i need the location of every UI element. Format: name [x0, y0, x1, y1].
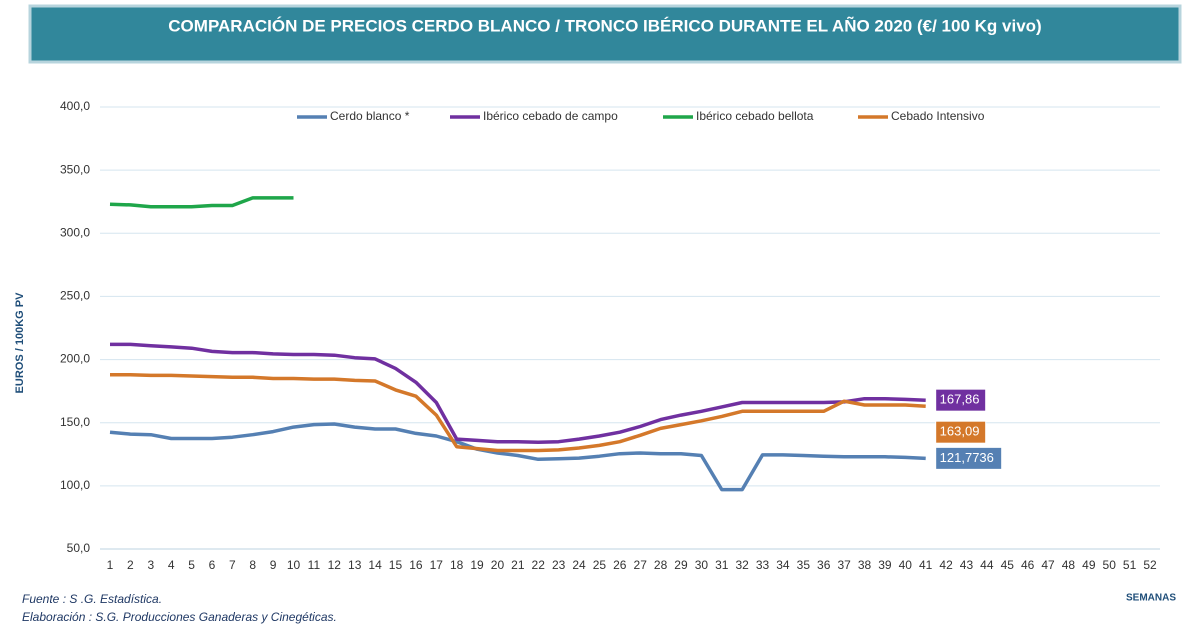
x-tick-label: 10 — [287, 558, 301, 572]
x-tick-label: 35 — [797, 558, 811, 572]
y-tick-label: 400,0 — [60, 99, 90, 113]
x-tick-label: 6 — [209, 558, 216, 572]
x-tick-label: 9 — [270, 558, 277, 572]
chart-title: COMPARACIÓN DE PRECIOS CERDO BLANCO / TR… — [168, 15, 1041, 35]
x-tick-label: 42 — [939, 558, 953, 572]
x-tick-label: 19 — [470, 558, 484, 572]
legend-label: Cerdo blanco * — [330, 109, 410, 123]
x-tick-label: 44 — [980, 558, 994, 572]
value-label-box — [935, 420, 987, 444]
x-tick-label: 46 — [1021, 558, 1035, 572]
series-line — [109, 196, 294, 209]
x-tick-label: 5 — [188, 558, 195, 572]
x-tick-label: 25 — [593, 558, 607, 572]
legend-label: Cebado Intensivo — [891, 109, 985, 123]
x-tick-label: 26 — [613, 558, 627, 572]
y-tick-label: 200,0 — [60, 352, 90, 366]
x-axis-label: SEMANAS — [1126, 593, 1176, 604]
series-line — [109, 422, 926, 492]
x-tick-label: 31 — [715, 558, 729, 572]
legend-label: Ibérico cebado bellota — [696, 109, 814, 123]
x-tick-label: 23 — [552, 558, 566, 572]
x-tick-label: 11 — [308, 558, 321, 572]
x-tick-label: 37 — [837, 558, 851, 572]
x-tick-label: 24 — [572, 558, 586, 572]
legend-label: Ibérico cebado de campo — [483, 109, 618, 123]
x-tick-label: 7 — [229, 558, 236, 572]
credit-note: Elaboración : S.G. Producciones Ganadera… — [22, 610, 337, 624]
value-label-box — [935, 388, 987, 412]
x-tick-label: 28 — [654, 558, 668, 572]
y-tick-label: 50,0 — [67, 541, 91, 555]
y-tick-label: 250,0 — [60, 289, 90, 303]
x-tick-label: 43 — [960, 558, 974, 572]
value-label: 121,7736 — [940, 450, 994, 465]
x-tick-label: 14 — [368, 558, 382, 572]
x-tick-label: 16 — [409, 558, 423, 572]
source-note: Fuente : S .G. Estadística. — [22, 592, 162, 606]
series-line — [110, 342, 926, 445]
title-banner — [28, 4, 1182, 64]
x-tick-label: 36 — [817, 558, 831, 572]
x-tick-label: 15 — [389, 558, 403, 572]
value-label: 163,09 — [940, 424, 980, 439]
y-tick-label: 100,0 — [60, 478, 90, 492]
x-tick-label: 4 — [168, 558, 175, 572]
y-axis-label: EUROS / 100KG PV — [14, 292, 26, 394]
y-tick-label: 350,0 — [60, 162, 90, 176]
x-tick-label: 45 — [1001, 558, 1015, 572]
x-tick-label: 29 — [674, 558, 688, 572]
value-label: 167,86 — [940, 392, 980, 407]
x-tick-label: 2 — [127, 558, 134, 572]
x-tick-label: 52 — [1143, 558, 1157, 572]
y-tick-label: 150,0 — [60, 415, 90, 429]
x-tick-label: 27 — [634, 558, 648, 572]
y-tick-label: 300,0 — [60, 225, 90, 239]
x-tick-label: 40 — [899, 558, 913, 572]
x-tick-label: 34 — [776, 558, 790, 572]
x-tick-label: 3 — [147, 558, 154, 572]
x-tick-label: 32 — [735, 558, 749, 572]
x-tick-label: 1 — [107, 558, 114, 572]
x-tick-label: 18 — [450, 558, 464, 572]
x-tick-label: 13 — [348, 558, 362, 572]
x-tick-label: 33 — [756, 558, 770, 572]
x-tick-label: 41 — [919, 558, 933, 572]
x-tick-label: 39 — [878, 558, 892, 572]
x-tick-label: 48 — [1062, 558, 1076, 572]
x-tick-label: 21 — [511, 558, 525, 572]
x-tick-label: 38 — [858, 558, 872, 572]
x-tick-label: 50 — [1103, 558, 1117, 572]
x-tick-label: 49 — [1082, 558, 1096, 572]
x-tick-label: 30 — [695, 558, 709, 572]
x-tick-label: 47 — [1041, 558, 1055, 572]
value-label-box — [935, 446, 1003, 470]
x-tick-label: 20 — [491, 558, 505, 572]
x-tick-label: 8 — [249, 558, 256, 572]
x-tick-label: 22 — [532, 558, 546, 572]
x-tick-label: 17 — [430, 558, 444, 572]
series-line — [110, 372, 926, 453]
x-tick-label: 51 — [1123, 558, 1137, 572]
x-tick-label: 12 — [328, 558, 342, 572]
